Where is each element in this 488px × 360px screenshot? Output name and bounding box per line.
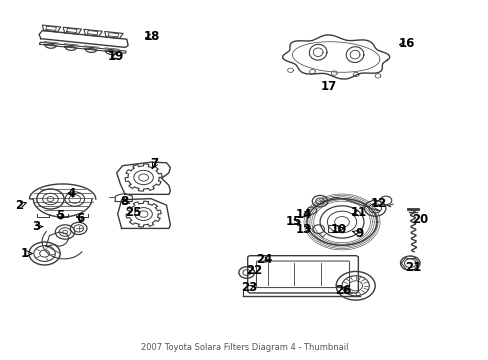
Text: 21: 21: [405, 261, 421, 274]
Text: 14: 14: [295, 208, 311, 221]
Text: 12: 12: [370, 197, 386, 210]
Text: 5: 5: [56, 210, 64, 222]
Text: 24: 24: [255, 253, 272, 266]
Text: 2: 2: [15, 199, 23, 212]
Text: 16: 16: [398, 37, 414, 50]
Text: 2007 Toyota Solara Filters Diagram 4 - Thumbnail: 2007 Toyota Solara Filters Diagram 4 - T…: [141, 343, 347, 352]
Text: 1: 1: [21, 247, 29, 260]
Text: 25: 25: [125, 206, 142, 219]
Text: 10: 10: [330, 222, 346, 236]
Text: 4: 4: [67, 187, 75, 200]
Text: 23: 23: [241, 281, 257, 294]
Text: 7: 7: [150, 157, 159, 170]
Text: 15: 15: [285, 215, 301, 229]
Text: 17: 17: [320, 80, 336, 93]
Text: 8: 8: [120, 195, 128, 208]
Text: 19: 19: [107, 50, 123, 63]
Text: 20: 20: [411, 213, 427, 226]
Text: 3: 3: [32, 220, 41, 233]
Bar: [328, 225, 337, 232]
Text: 26: 26: [335, 284, 351, 297]
Text: 11: 11: [350, 207, 366, 220]
Text: 18: 18: [143, 30, 160, 43]
Text: 22: 22: [245, 264, 262, 277]
Text: 9: 9: [354, 226, 363, 239]
Text: 13: 13: [295, 222, 311, 236]
Text: 6: 6: [76, 212, 84, 225]
